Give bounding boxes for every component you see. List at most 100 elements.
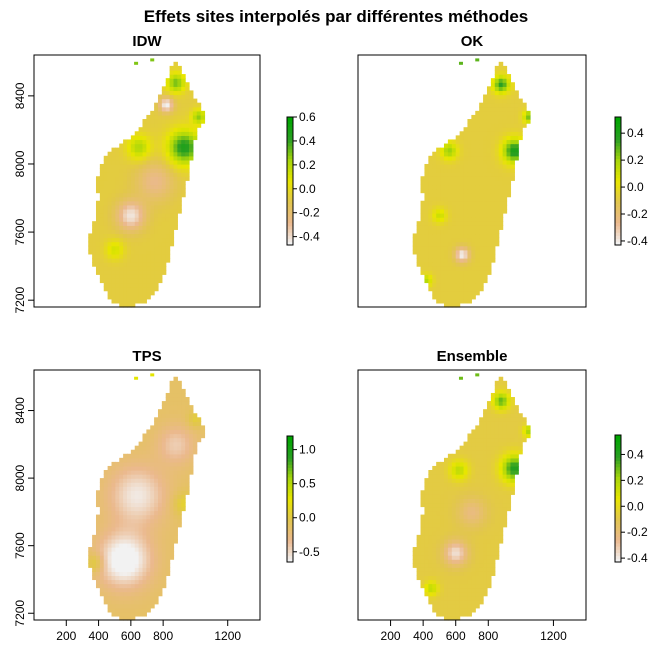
- raster-cell: [142, 441, 147, 447]
- raster-cell: [443, 559, 449, 564]
- raster-cell: [510, 429, 515, 435]
- raster-cell: [479, 208, 484, 214]
- raster-cell: [111, 571, 116, 577]
- raster-cell: [165, 413, 171, 418]
- raster-cell: [111, 506, 116, 512]
- raster-cell: [428, 213, 433, 218]
- raster-cell: [459, 200, 465, 206]
- raster-cell: [479, 526, 484, 532]
- raster-cell: [447, 559, 453, 564]
- raster-cell: [99, 510, 105, 516]
- raster-cell: [185, 139, 190, 145]
- raster-cell: [99, 555, 105, 560]
- raster-cell: [428, 502, 433, 508]
- raster-cell: [169, 510, 175, 516]
- raster-cell: [161, 94, 167, 100]
- raster-cell: [181, 139, 186, 145]
- raster-cell: [177, 147, 182, 153]
- raster-cell: [123, 155, 128, 161]
- raster-cell: [188, 461, 194, 467]
- raster-cell: [111, 563, 116, 568]
- colorbar-swatch: [287, 216, 293, 220]
- raster-cell: [185, 102, 190, 108]
- raster-cell: [479, 538, 484, 544]
- raster-cell: [115, 249, 120, 255]
- raster-cell: [111, 159, 116, 165]
- raster-cell: [432, 538, 437, 544]
- raster-cell: [471, 213, 476, 218]
- raster-cell: [494, 82, 500, 87]
- raster-cell: [138, 563, 144, 568]
- raster-cell: [479, 180, 484, 186]
- raster-cell: [436, 196, 441, 202]
- raster-cell: [451, 139, 457, 145]
- raster-cell: [165, 409, 171, 414]
- raster-cell: [451, 599, 457, 605]
- raster-cell: [154, 241, 159, 247]
- raster-cell: [107, 465, 113, 471]
- raster-cell: [185, 413, 190, 418]
- raster-cell: [510, 474, 515, 479]
- raster-cell: [440, 213, 445, 218]
- raster-cell: [173, 86, 178, 92]
- raster-cell: [123, 547, 128, 552]
- raster-cell: [185, 490, 190, 495]
- raster-cell: [99, 245, 105, 251]
- raster-cell: [146, 241, 151, 247]
- raster-cell: [161, 474, 167, 479]
- raster-cell: [483, 172, 488, 177]
- raster-cell: [486, 522, 492, 528]
- raster-cell: [146, 542, 151, 548]
- raster-cell: [443, 257, 449, 263]
- raster-cell: [142, 498, 147, 504]
- raster-cell: [130, 245, 136, 251]
- raster-cell: [138, 249, 144, 255]
- raster-cell: [463, 461, 469, 467]
- raster-cell: [115, 294, 120, 300]
- raster-cell: [490, 204, 496, 210]
- raster-cell: [157, 417, 163, 422]
- raster-cell: [436, 282, 441, 288]
- raster-cell: [467, 457, 472, 463]
- raster-cell: [494, 176, 500, 181]
- raster-cell: [111, 180, 116, 186]
- raster-cell: [451, 159, 457, 165]
- raster-cell: [161, 478, 167, 483]
- raster-cell: [146, 135, 151, 141]
- raster-cell: [494, 437, 500, 443]
- raster-cell: [165, 208, 171, 214]
- colorbar-swatch: [287, 511, 293, 516]
- raster-cell: [154, 530, 159, 536]
- colorbar-swatch: [287, 530, 293, 535]
- raster-cell: [447, 547, 453, 552]
- raster-cell: [498, 376, 504, 382]
- colorbar-swatch: [287, 454, 293, 459]
- raster-cell: [154, 131, 159, 136]
- raster-cell: [490, 82, 496, 87]
- raster-cell: [107, 204, 113, 210]
- raster-cell: [486, 143, 492, 149]
- raster-cell: [157, 498, 163, 504]
- raster-cell: [471, 286, 476, 292]
- raster-cell: [157, 465, 163, 471]
- raster-cell: [150, 474, 155, 479]
- raster-cell: [440, 526, 445, 532]
- raster-cell: [420, 188, 426, 194]
- raster-cell: [138, 143, 144, 149]
- raster-cell: [471, 575, 476, 581]
- colorbar-swatch: [287, 165, 293, 169]
- raster-cell: [475, 591, 480, 597]
- raster-cell: [161, 204, 167, 210]
- raster-cell: [134, 229, 140, 235]
- raster-cell: [165, 196, 171, 202]
- raster-cell: [115, 518, 120, 524]
- raster-cell: [455, 135, 461, 141]
- raster-cell: [467, 294, 472, 300]
- raster-cell: [146, 229, 151, 235]
- raster-cell: [142, 196, 147, 202]
- raster-cell: [142, 559, 147, 564]
- raster-cell: [420, 526, 426, 532]
- raster-cell: [99, 559, 105, 564]
- raster-cell: [483, 563, 488, 568]
- raster-cell: [111, 587, 116, 593]
